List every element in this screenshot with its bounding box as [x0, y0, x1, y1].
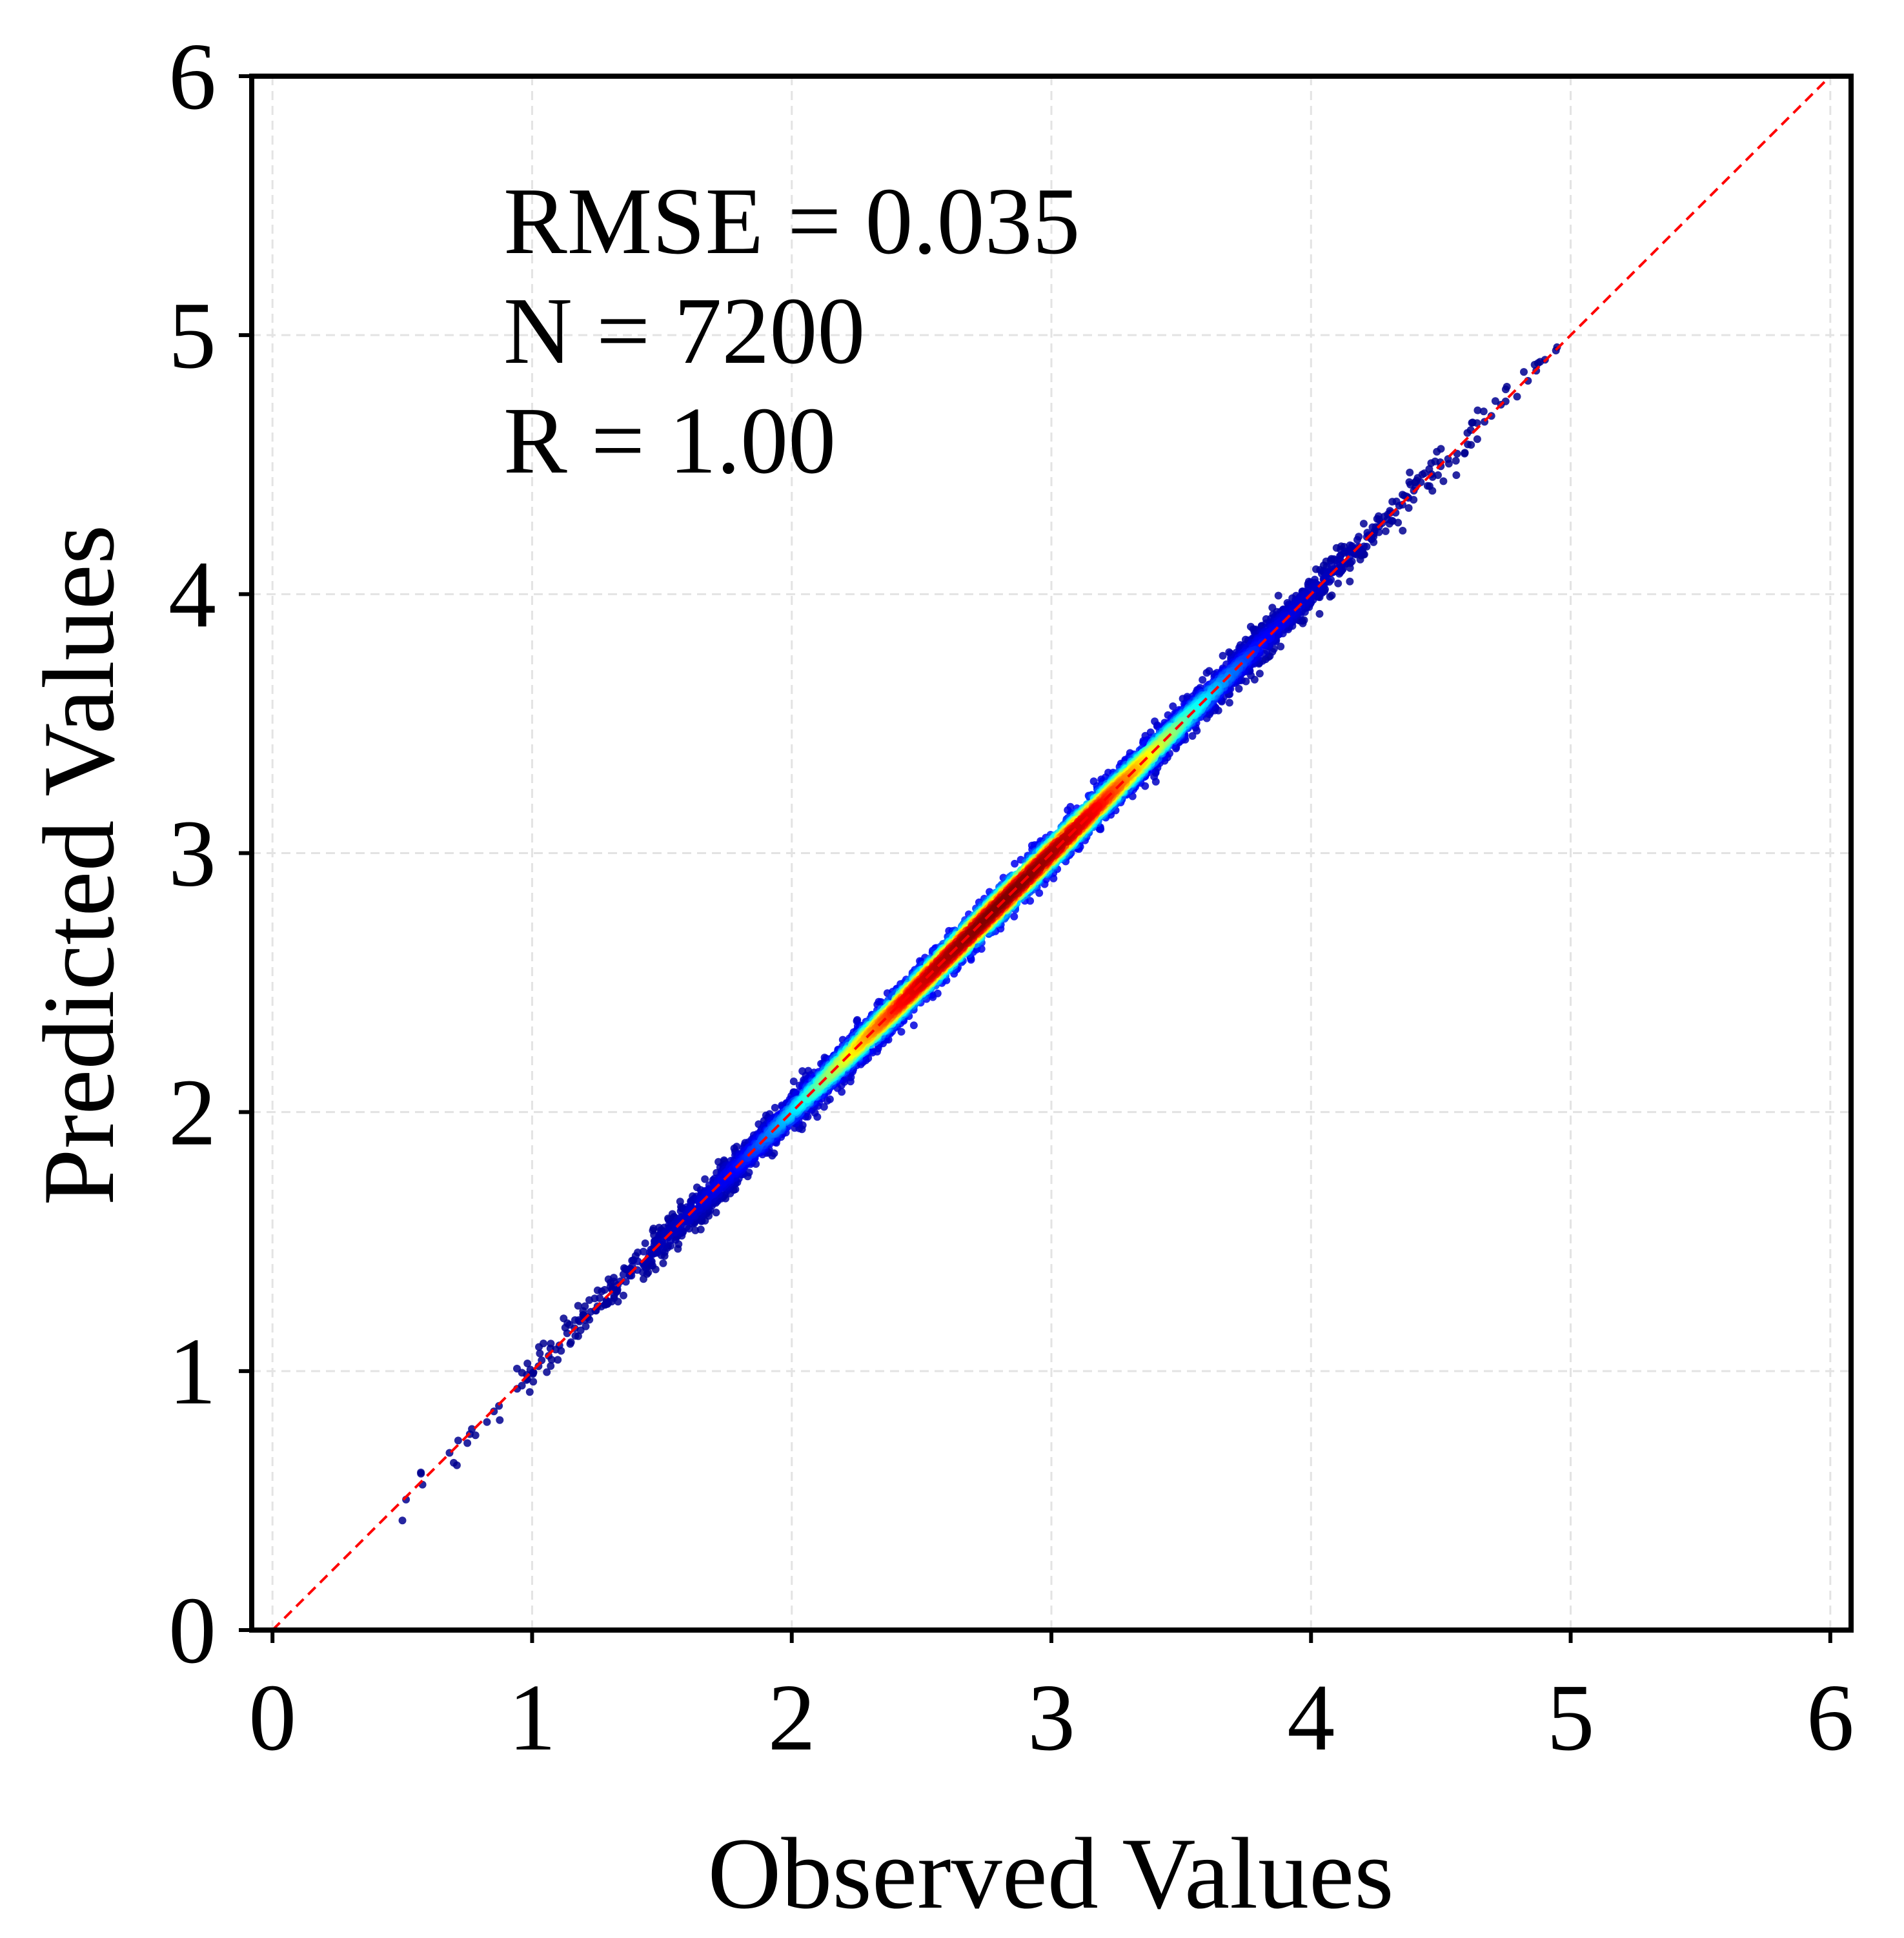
data-point: [642, 1239, 649, 1247]
data-point: [771, 1104, 779, 1112]
data-point: [1520, 368, 1528, 376]
data-point: [530, 1369, 538, 1376]
data-point: [1256, 669, 1264, 677]
data-point: [463, 1439, 471, 1447]
data-point: [1534, 360, 1542, 367]
data-point: [1010, 913, 1018, 921]
data-point: [1461, 449, 1469, 456]
data-point: [1464, 429, 1472, 437]
data-point: [540, 1340, 547, 1347]
data-point: [596, 1294, 603, 1302]
scatter-chart: 0123456 0123456 RMSE = 0.035 N = 7200 R …: [0, 0, 1904, 1938]
data-point: [1353, 536, 1361, 544]
data-point: [1474, 435, 1481, 443]
data-point: [454, 1436, 462, 1444]
data-point: [526, 1388, 534, 1396]
data-point: [1189, 732, 1197, 740]
data-point: [1275, 592, 1282, 600]
data-point: [1452, 471, 1460, 479]
data-point: [1360, 520, 1368, 527]
data-point: [1316, 610, 1324, 618]
data-point: [417, 1470, 425, 1478]
data-point: [910, 1021, 918, 1029]
data-point: [1399, 527, 1406, 535]
data-point: [1439, 477, 1447, 485]
data-point: [1514, 393, 1521, 400]
data-point: [1452, 457, 1460, 465]
data-point: [483, 1418, 491, 1426]
data-point: [450, 1459, 458, 1467]
data-point: [1480, 407, 1488, 415]
data-point: [1406, 469, 1413, 476]
data-point: [1424, 482, 1432, 490]
data-point: [468, 1425, 476, 1433]
data-point: [536, 1350, 543, 1358]
data-point: [1326, 593, 1334, 600]
data-point: [1502, 385, 1510, 393]
data-point: [1226, 699, 1233, 707]
data-point: [1203, 669, 1211, 677]
data-point: [567, 1338, 575, 1346]
data-point: [399, 1516, 407, 1524]
data-point: [1334, 580, 1342, 587]
data-point: [496, 1416, 503, 1424]
data-point: [620, 1292, 627, 1300]
data-point: [660, 1260, 667, 1267]
data-point: [1382, 527, 1390, 535]
data-point: [1199, 676, 1206, 684]
data-point: [1437, 445, 1445, 453]
data-point: [1421, 469, 1428, 477]
data-point: [1346, 578, 1353, 586]
